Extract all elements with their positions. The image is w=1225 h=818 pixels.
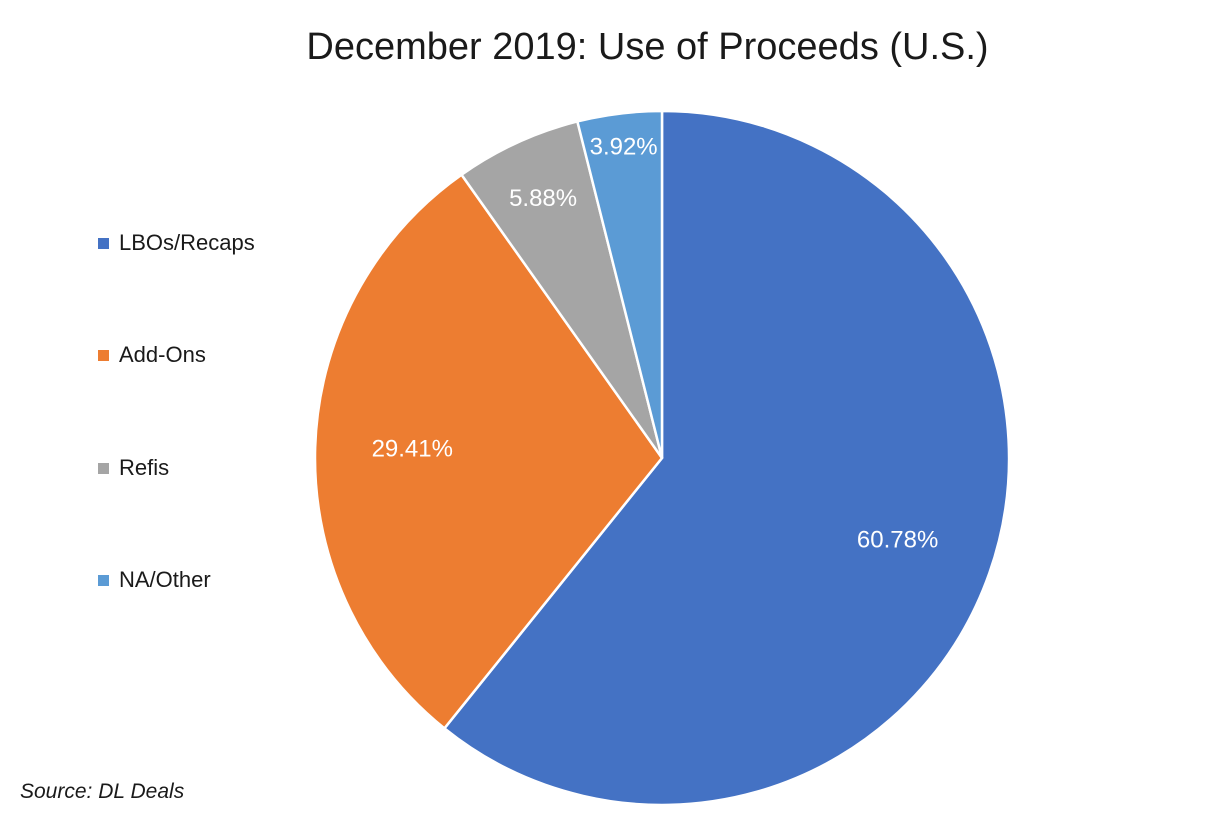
legend-item-refis: Refis [98, 453, 169, 483]
pie-slice-refis [459, 119, 664, 459]
legend-swatch-add-ons [98, 349, 109, 361]
legend-label-lbos-recaps: LBOs/Recaps [119, 230, 255, 255]
legend-label-add-ons: Add-Ons [119, 342, 206, 367]
legend-item-lbos-recaps: LBOs/Recaps [98, 228, 255, 258]
legend-swatch-refis [98, 462, 109, 474]
legend-swatch-lbos-recaps [98, 237, 109, 249]
legend-label-refis: Refis [119, 455, 170, 480]
chart-title: December 2019: Use of Proceeds (U.S.) [306, 26, 989, 68]
legend-label-na-other: NA/Other [119, 567, 211, 592]
pie-slice-add-ons [313, 172, 664, 731]
data-label-na-other: 3.92% [590, 133, 658, 160]
legend-item-add-ons: Add-Ons [98, 340, 206, 370]
pie-slice-na-other [575, 109, 664, 459]
data-label-lbos-recaps: 60.78% [857, 526, 938, 553]
data-label-refis: 5.88% [509, 185, 577, 212]
source-note: Source: DL Deals [20, 780, 185, 803]
legend-swatch-na-other [98, 574, 109, 586]
legend-item-na-other: NA/Other [98, 565, 211, 595]
pie-slice-lbos-recaps [442, 109, 1011, 807]
data-label-add-ons: 29.41% [372, 436, 453, 463]
